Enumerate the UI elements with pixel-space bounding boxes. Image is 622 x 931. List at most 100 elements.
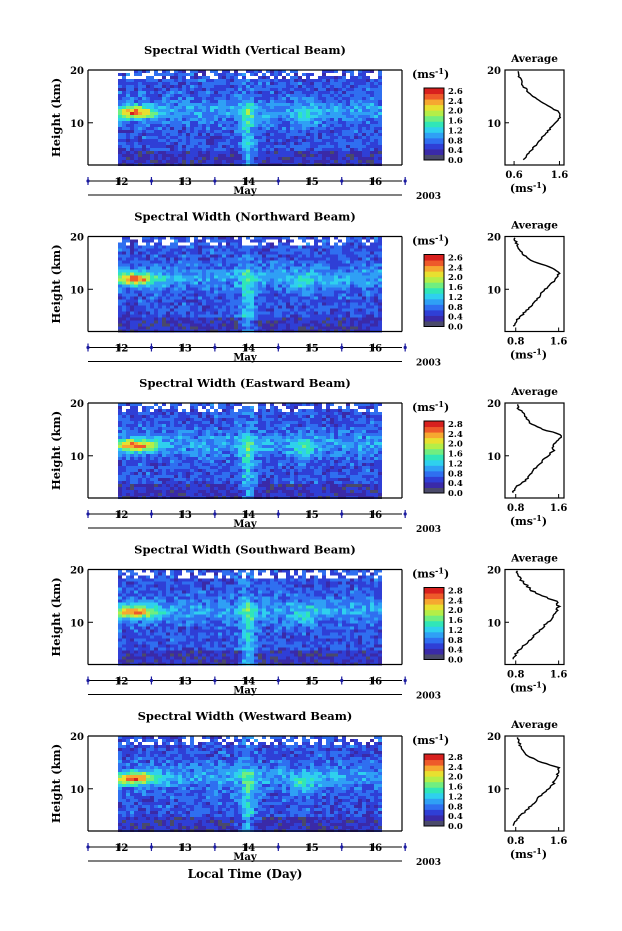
- heatmap-cell: [218, 160, 222, 163]
- heatmap-cell: [322, 88, 326, 91]
- heatmap-cell: [218, 97, 222, 100]
- heatmap-cell: [294, 314, 298, 318]
- heatmap-cell: [286, 278, 290, 282]
- heatmap-cell: [182, 290, 186, 294]
- heatmap-cell: [122, 314, 126, 318]
- heatmap-cell: [322, 412, 326, 415]
- heatmap-cell: [346, 409, 350, 412]
- heatmap-cell: [322, 427, 326, 430]
- heatmap-cell: [354, 311, 358, 315]
- heatmap-cell: [234, 160, 238, 163]
- heatmap-cell: [182, 115, 186, 118]
- heatmap-cell: [342, 142, 346, 145]
- heatmap-cell: [182, 94, 186, 97]
- heatmap-cell: [354, 112, 358, 115]
- heatmap-cell: [154, 79, 158, 82]
- heatmap-cell: [158, 127, 162, 130]
- heatmap-cell: [178, 278, 182, 282]
- heatmap-cell: [302, 326, 306, 330]
- heatmap-cell: [122, 415, 126, 418]
- heatmap-cell: [346, 130, 350, 133]
- heatmap-cell: [142, 296, 146, 300]
- heatmap-cell: [318, 148, 322, 151]
- heatmap-cell: [342, 287, 346, 291]
- heatmap-cell: [154, 284, 158, 288]
- heatmap-cell: [262, 151, 266, 154]
- heatmap-cell: [154, 145, 158, 148]
- heatmap-cell: [262, 269, 266, 273]
- heatmap-cell: [122, 130, 126, 133]
- heatmap-cell: [338, 254, 342, 258]
- heatmap-cell: [202, 260, 206, 264]
- colorbar-tick-label: 2.4: [448, 97, 463, 107]
- heatmap-cell: [254, 278, 258, 282]
- heatmap-cell: [238, 94, 242, 97]
- heatmap-cell: [230, 326, 234, 330]
- heatmap-cell: [190, 439, 194, 442]
- heatmap-cell: [214, 305, 218, 309]
- heatmap-cell: [122, 284, 126, 288]
- heatmap-cell: [134, 296, 138, 300]
- heatmap-cell: [262, 278, 266, 282]
- heatmap-cell: [378, 109, 382, 112]
- heatmap-cell: [130, 439, 134, 442]
- heatmap-cell: [218, 436, 222, 439]
- heatmap-cell: [314, 436, 318, 439]
- heatmap-cell: [334, 142, 338, 145]
- heatmap-cell: [182, 281, 186, 285]
- heatmap-cell: [346, 85, 350, 88]
- heatmap-cell: [234, 148, 238, 151]
- heatmap-cell: [178, 260, 182, 264]
- heatmap-cell: [158, 130, 162, 133]
- heatmap-cell: [262, 239, 266, 243]
- heatmap-cell: [342, 100, 346, 103]
- heatmap-cell: [258, 151, 262, 154]
- heatmap-cell: [138, 148, 142, 151]
- heatmap-cell: [262, 154, 266, 157]
- heatmap-cell: [174, 278, 178, 282]
- heatmap-cell: [342, 133, 346, 136]
- heatmap-cell: [134, 242, 138, 246]
- heatmap-cell: [326, 133, 330, 136]
- heatmap-cell: [234, 299, 238, 303]
- heatmap-cell: [366, 296, 370, 300]
- heatmap-cell: [210, 245, 214, 249]
- heatmap-cell: [346, 91, 350, 94]
- heatmap-cell: [314, 151, 318, 154]
- heatmap-cell: [218, 266, 222, 270]
- heatmap-cell: [146, 79, 150, 82]
- heatmap-cell: [170, 296, 174, 300]
- heatmap-cell: [370, 82, 374, 85]
- heatmap-cell: [258, 263, 262, 267]
- heatmap-cell: [214, 254, 218, 258]
- heatmap-cell: [162, 70, 166, 73]
- heatmap-cell: [182, 88, 186, 91]
- heatmap-cell: [230, 133, 234, 136]
- heatmap-cell: [326, 136, 330, 139]
- heatmap-cell: [350, 85, 354, 88]
- heatmap-cell: [374, 275, 378, 279]
- heatmap-cell: [262, 421, 266, 424]
- heatmap-cell: [366, 133, 370, 136]
- heatmap-cell: [286, 112, 290, 115]
- heatmap-cell: [118, 305, 122, 309]
- heatmap-cell: [274, 260, 278, 264]
- heatmap-cell: [194, 142, 198, 145]
- heatmap-cell: [290, 251, 294, 255]
- heatmap-cell: [270, 299, 274, 303]
- heatmap-cell: [154, 112, 158, 115]
- heatmap-cell: [262, 145, 266, 148]
- heatmap-cell: [310, 151, 314, 154]
- heatmap-cell: [174, 254, 178, 258]
- heatmap-cell: [286, 302, 290, 306]
- heatmap-cell: [142, 124, 146, 127]
- heatmap-cell: [138, 305, 142, 309]
- heatmap-cell: [334, 263, 338, 267]
- heatmap-cell: [250, 82, 254, 85]
- heatmap-cell: [326, 124, 330, 127]
- heatmap-cell: [270, 287, 274, 291]
- heatmap-cell: [366, 239, 370, 243]
- heatmap-cell: [162, 124, 166, 127]
- heatmap-cell: [218, 257, 222, 261]
- heatmap-cell: [182, 409, 186, 412]
